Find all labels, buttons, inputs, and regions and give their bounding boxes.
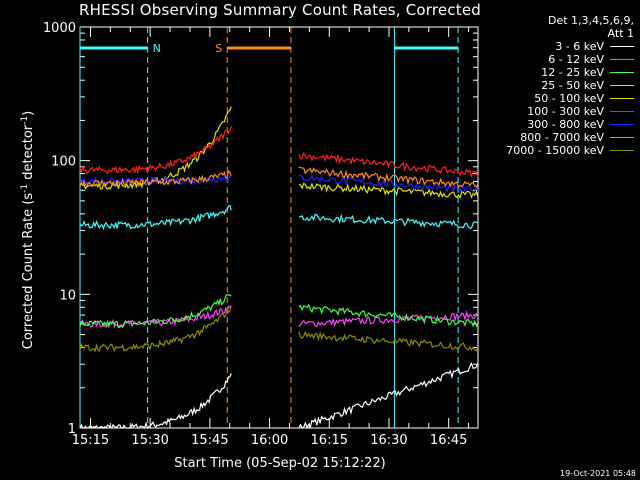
y-tick-label: 1000	[43, 21, 76, 36]
series-line	[79, 106, 232, 191]
legend-header-2: Att 1	[607, 27, 634, 40]
legend-swatch	[610, 111, 634, 112]
timestamp: 19-Oct-2021 05:48	[560, 469, 636, 478]
series-line	[79, 169, 232, 188]
x-tick-label: 15:30	[131, 433, 168, 448]
legend-label: 100 - 300 keV	[527, 105, 604, 118]
chart-title: RHESSI Observing Summary Count Rates, Co…	[78, 1, 481, 19]
legend-item: 50 - 100 keV	[474, 92, 634, 105]
annotation-label: S	[215, 42, 222, 55]
annotation-label: N	[153, 42, 161, 55]
legend-label: 7000 - 15000 keV	[506, 144, 604, 157]
legend-label: 300 - 800 keV	[527, 118, 604, 131]
legend-swatch	[610, 137, 634, 138]
legend-item: 12 - 25 keV	[474, 66, 634, 79]
series-line	[79, 373, 232, 430]
chart-axes: 1 10 100 1000 15:15 15:30 15:45 16:00 16:15 16:30…	[43, 21, 479, 448]
x-tick-label: 16:00	[251, 433, 288, 448]
y-axis-label: Corrected Count Rate (s-1 detector-1)	[20, 111, 36, 349]
series-line	[79, 204, 232, 231]
legend-label: 6 - 12 keV	[548, 53, 604, 66]
legend-item: 300 - 800 keV	[474, 118, 634, 131]
series-line	[298, 303, 479, 328]
x-tick-label: 16:15	[311, 433, 348, 448]
x-tick-label: 15:45	[191, 433, 228, 448]
x-tick-label: 15:15	[72, 433, 109, 448]
series-line	[298, 213, 479, 229]
legend-item: 7000 - 15000 keV	[474, 144, 634, 157]
legend-label: 12 - 25 keV	[541, 66, 604, 79]
series-line	[79, 305, 232, 353]
legend-swatch	[610, 72, 634, 73]
legend-swatch	[610, 124, 634, 125]
legend-item: 3 - 6 keV	[474, 40, 634, 53]
series-line	[79, 174, 232, 187]
legend-label: 800 - 7000 keV	[520, 131, 604, 144]
series-line	[79, 294, 232, 329]
legend-item: 6 - 12 keV	[474, 53, 634, 66]
legend-swatch	[610, 98, 634, 99]
x-tick-label: 16:30	[370, 433, 407, 448]
series-line	[298, 166, 479, 189]
legend-label: 3 - 6 keV	[555, 40, 604, 53]
x-tick-label: 16:45	[430, 433, 467, 448]
plot-frame	[79, 26, 479, 429]
y-tick-label: 100	[51, 155, 76, 170]
legend-header-1: Det 1,3,4,5,6,9,	[547, 14, 634, 27]
series-line	[298, 330, 479, 352]
chart-legend: Det 1,3,4,5,6,9, Att 1 3 - 6 keV 6 - 12 k…	[474, 14, 634, 157]
series-line	[298, 182, 479, 199]
legend-swatch	[610, 46, 634, 47]
series-line	[298, 309, 479, 328]
series-line	[298, 151, 479, 179]
series-line	[298, 362, 479, 430]
x-axis-label: Start Time (05-Sep-02 15:12:22)	[174, 456, 385, 471]
y-tick-label: 1	[68, 422, 76, 437]
series-line	[79, 305, 232, 329]
legend-swatch	[610, 85, 634, 86]
legend-swatch	[610, 150, 634, 151]
legend-item: 800 - 7000 keV	[474, 131, 634, 144]
series-line	[79, 125, 232, 175]
legend-item: 25 - 50 keV	[474, 79, 634, 92]
legend-item: 100 - 300 keV	[474, 105, 634, 118]
legend-label: 50 - 100 keV	[534, 92, 604, 105]
legend-label: 25 - 50 keV	[541, 79, 604, 92]
y-tick-label: 10	[59, 288, 76, 303]
legend-swatch	[610, 59, 634, 60]
